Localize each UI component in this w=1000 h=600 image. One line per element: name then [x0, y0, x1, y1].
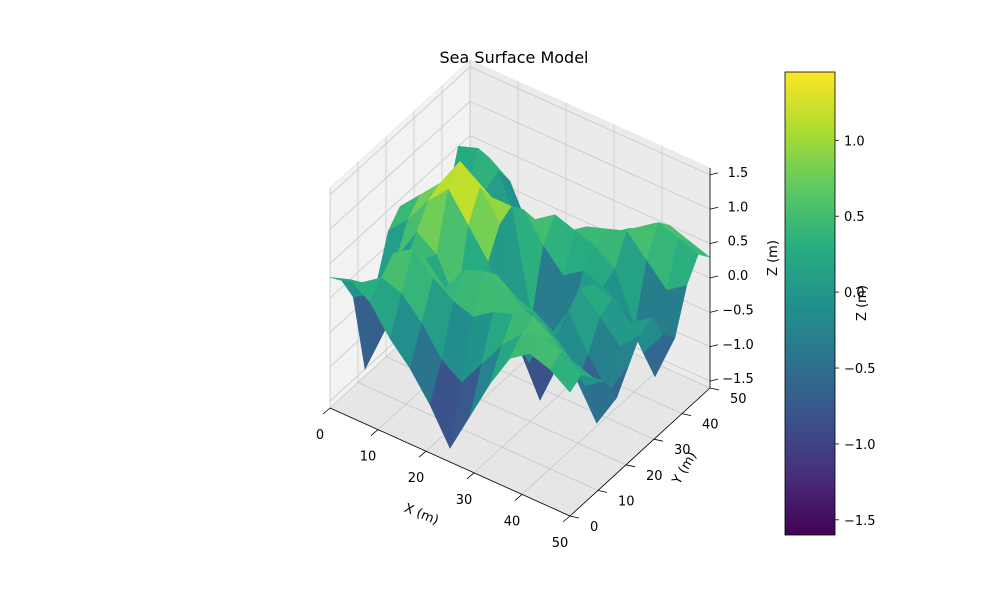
y-tick	[709, 387, 720, 391]
y-tick-label: 0	[590, 520, 598, 535]
x-tick-label: 0	[316, 428, 324, 443]
y-tick-label: 30	[674, 443, 691, 458]
y-tick-label: 40	[702, 418, 719, 433]
y-axis-ticks: 0 10 20 30 40 50	[569, 387, 747, 535]
gridline-z	[329, 66, 711, 196]
colorbar-tick-label: −1.0	[844, 438, 876, 453]
z-tick	[709, 378, 719, 382]
colorbar-tick-label: −1.5	[844, 514, 876, 529]
gridline-y	[357, 162, 599, 491]
x-tick-label: 30	[456, 493, 473, 508]
y-tick	[653, 438, 664, 442]
colorbar-tick-label: 0.5	[844, 210, 865, 225]
z-tick-label: −0.5	[722, 303, 754, 318]
z-tick	[709, 206, 719, 210]
surface-facet	[549, 351, 582, 393]
y-tick-label: 10	[618, 494, 635, 509]
x-tick-label: 50	[552, 536, 569, 551]
y-tick	[625, 464, 636, 468]
z-tick-label: 1.5	[728, 166, 749, 181]
z-tick-label: 0.5	[728, 235, 749, 250]
x-tick	[370, 429, 379, 436]
y-tick-label: 20	[646, 469, 663, 484]
chart-title: Sea Surface Model	[439, 48, 589, 67]
z-tick	[709, 241, 719, 245]
colorbar	[784, 71, 836, 536]
z-tick-label: 0.0	[728, 269, 749, 284]
colorbar-ticks: −1.5 −1.0 −0.5 0.0 0.5 1.0	[835, 134, 876, 529]
colorbar-label: Z (m)	[855, 285, 870, 321]
y-tick	[681, 413, 692, 416]
surface-plot	[329, 146, 711, 449]
y-axis-line	[569, 387, 711, 517]
z-tick-label: −1.5	[722, 372, 754, 387]
x-tick	[514, 494, 523, 501]
x-axis-ticks: 0 10 20 30 40 50	[316, 407, 571, 551]
z-tick	[709, 275, 719, 279]
z-tick	[709, 344, 719, 348]
z-tick	[709, 172, 719, 176]
x-tick	[562, 515, 571, 523]
z-tick-label: 1.0	[728, 200, 749, 215]
colorbar-tick-label: −0.5	[844, 362, 876, 377]
gridline-z	[329, 135, 711, 264]
gridline-z	[329, 100, 711, 230]
colorbar-tick-label: 1.0	[844, 134, 865, 149]
z-tick	[709, 309, 719, 313]
x-tick	[418, 450, 427, 458]
x-axis-label: X (m)	[402, 501, 441, 528]
x-tick-label: 40	[504, 514, 521, 529]
x-tick-label: 20	[408, 471, 425, 486]
x-tick	[322, 407, 331, 415]
y-tick	[569, 515, 580, 519]
x-tick-label: 10	[360, 450, 377, 465]
z-axis-ticks: −1.5 −1.0 −0.5 0.0 0.5 1.0 1.5	[709, 166, 754, 387]
z-axis-label: Z (m)	[766, 240, 781, 276]
y-tick-label: 50	[730, 392, 747, 407]
x-axis-line	[329, 407, 571, 517]
colorbar-tick-label: 0.0	[844, 286, 865, 301]
y-tick	[597, 490, 608, 493]
gridline-y	[385, 136, 627, 466]
x-tick	[466, 472, 475, 480]
z-tick-label: −1.0	[722, 338, 754, 353]
